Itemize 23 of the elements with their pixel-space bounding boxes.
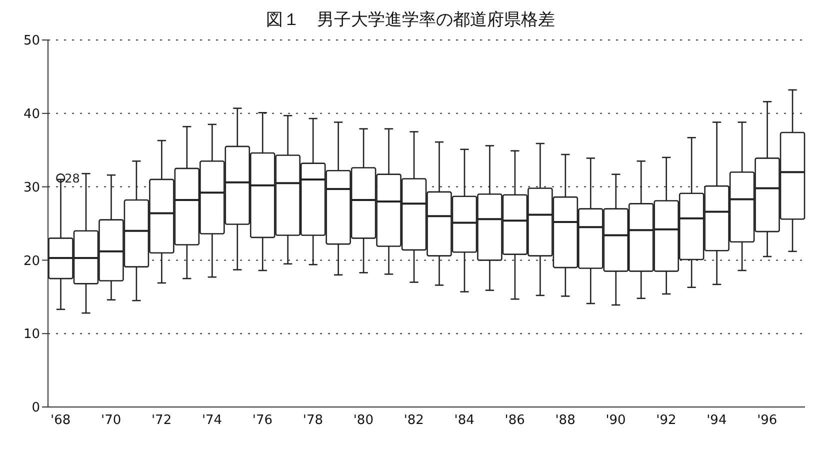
y-tick-label: 10 — [23, 327, 40, 342]
x-tick-label: '80 — [353, 413, 374, 428]
x-tick-label: '78 — [302, 413, 324, 428]
x-tick-label: '74 — [202, 413, 222, 428]
x-tick-label: '84 — [454, 413, 474, 428]
x-tick-label: '76 — [252, 413, 273, 428]
x-tick-label: '86 — [504, 413, 525, 428]
x-tick-label: '92 — [656, 413, 676, 428]
x-tick-label: '96 — [757, 413, 778, 428]
y-tick-label: 30 — [23, 180, 40, 196]
y-tick-label: 40 — [23, 107, 40, 122]
x-tick-label: '70 — [101, 413, 122, 428]
chart-title: 図１ 男子大学進学率の都道府県格差 — [265, 9, 556, 30]
y-tick-label: 20 — [23, 254, 40, 269]
y-tick-label: 50 — [23, 34, 40, 49]
x-tick-label: '82 — [404, 413, 424, 428]
annotation: 28 — [64, 171, 80, 186]
x-tick-label: '90 — [606, 413, 626, 428]
x-tick-label: '94 — [706, 413, 727, 428]
y-tick-label: 0 — [32, 400, 40, 416]
x-tick-label: '72 — [151, 413, 172, 428]
x-tick-label: '68 — [50, 413, 71, 428]
x-tick-label: '88 — [555, 413, 576, 428]
